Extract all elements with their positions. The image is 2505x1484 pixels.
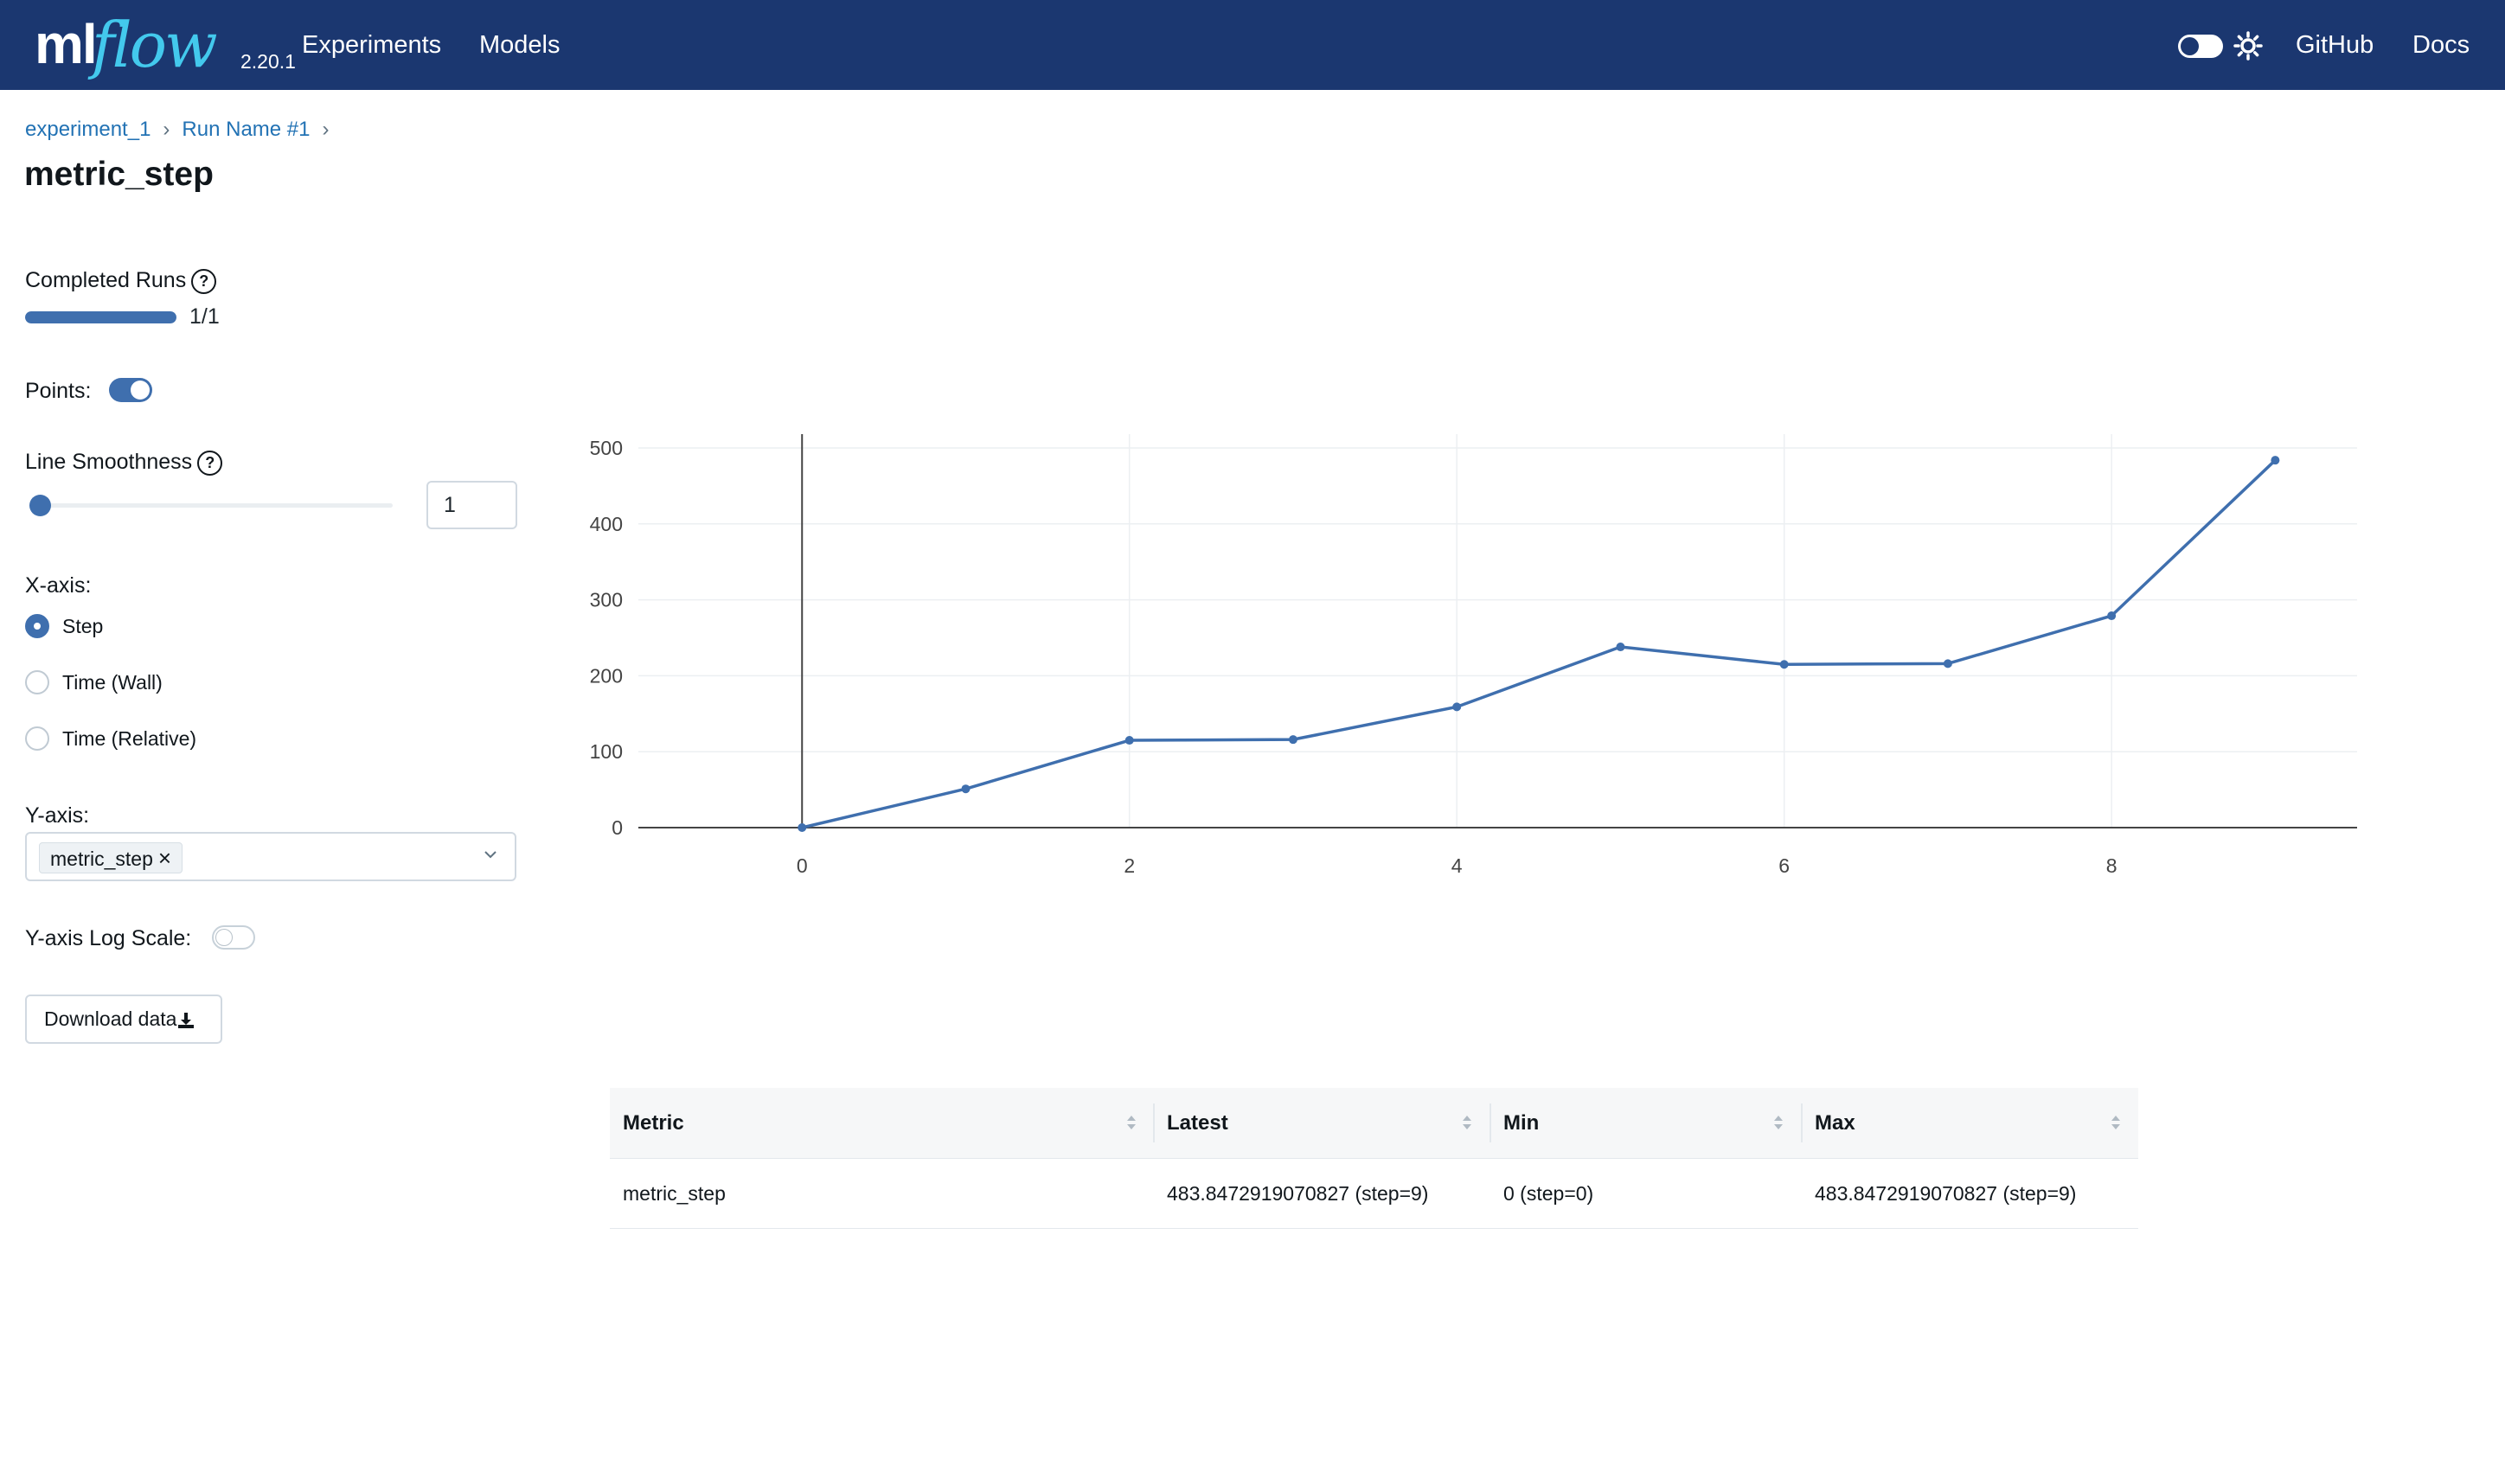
smoothness-slider-handle[interactable] [29, 495, 51, 516]
download-icon [178, 1012, 195, 1028]
ylog-toggle[interactable] [212, 925, 255, 950]
y-tick-label: 200 [590, 664, 623, 687]
toggle-knob [2181, 37, 2199, 55]
yaxis-label: Y-axis: [25, 803, 90, 828]
sort-icon[interactable] [1771, 1110, 1785, 1135]
breadcrumb-run[interactable]: Run Name #1 [182, 118, 311, 141]
top-navigation-bar: ml flow 2.20.1 Experiments Models GitHub… [0, 0, 2505, 90]
breadcrumb-experiment[interactable]: experiment_1 [25, 118, 151, 141]
breadcrumb: experiment_1 › Run Name #1 › [25, 118, 342, 142]
toggle-knob [215, 929, 233, 946]
table-row: metric_step 483.8472919070827 (step=9) 0… [610, 1159, 2138, 1229]
x-tick-label: 6 [1778, 854, 1790, 877]
y-tick-label: 500 [590, 437, 623, 459]
smoothness-slider-track[interactable] [40, 503, 393, 508]
data-point [961, 784, 971, 794]
data-point [1452, 702, 1462, 712]
completed-runs-label: Completed Runs [25, 268, 187, 292]
col-latest[interactable]: Latest [1167, 1111, 1228, 1135]
completed-runs-label-wrap: Completed Runs? [25, 268, 217, 294]
data-point [1288, 735, 1297, 745]
y-tick-label: 100 [590, 740, 623, 763]
remove-tag-icon[interactable]: × [157, 845, 172, 871]
points-toggle[interactable] [109, 378, 152, 402]
nav-models[interactable]: Models [479, 31, 561, 59]
logo-flow-text: flow [92, 9, 218, 81]
y-tick-label: 300 [590, 589, 623, 611]
line-smoothness-label: Line Smoothness [25, 450, 193, 474]
sort-icon[interactable] [1460, 1110, 1474, 1135]
col-max[interactable]: Max [1815, 1111, 1855, 1135]
col-min[interactable]: Min [1503, 1111, 1540, 1135]
yaxis-tag-label: metric_step [50, 848, 153, 870]
radio-time-relative[interactable] [25, 726, 49, 751]
data-point [2107, 611, 2117, 621]
logo-ml-text: ml [35, 13, 98, 75]
progress-fill [25, 311, 176, 323]
cell-min: 0 (step=0) [1503, 1182, 1594, 1205]
cell-metric: metric_step [623, 1182, 726, 1205]
data-point [1124, 736, 1134, 745]
data-point [1616, 643, 1625, 652]
nav-docs[interactable]: Docs [2412, 31, 2470, 59]
x-tick-label: 8 [2106, 854, 2117, 877]
radio-time-relative-label[interactable]: Time (Relative) [62, 727, 197, 750]
column-divider [1801, 1103, 1803, 1142]
data-point [798, 823, 807, 832]
radio-step-label[interactable]: Step [62, 615, 104, 637]
ylog-label: Y-axis Log Scale: [25, 926, 192, 950]
nav-experiments[interactable]: Experiments [302, 31, 442, 59]
data-point [1779, 660, 1789, 669]
cell-latest: 483.8472919070827 (step=9) [1167, 1182, 1429, 1205]
table-header: Metric Latest Min Max [610, 1088, 2138, 1159]
breadcrumb-separator: › [322, 118, 330, 141]
radio-step[interactable] [25, 614, 49, 638]
y-tick-label: 400 [590, 513, 623, 535]
completed-runs-value: 1/1 [189, 304, 220, 329]
y-tick-label: 0 [612, 816, 623, 839]
series-line [801, 458, 2277, 829]
data-point [1943, 659, 1952, 668]
line-smoothness-label-wrap: Line Smoothness? [25, 450, 223, 476]
completed-runs-progress [25, 311, 176, 323]
yaxis-select[interactable]: metric_step × [25, 832, 516, 881]
x-tick-label: 2 [1124, 854, 1135, 877]
version-label: 2.20.1 [240, 50, 296, 73]
download-label: Download data [44, 1007, 177, 1030]
download-data-button[interactable]: Download data [25, 995, 222, 1044]
x-tick-label: 4 [1451, 854, 1463, 877]
metric-line-chart[interactable]: 0 100 200 300 400 500 0 2 4 6 8 [588, 424, 2387, 891]
yaxis-tag: metric_step × [39, 842, 183, 873]
sort-icon[interactable] [1124, 1110, 1138, 1135]
help-icon[interactable]: ? [197, 450, 223, 476]
sort-icon[interactable] [2109, 1110, 2123, 1135]
page-title: metric_step [24, 156, 214, 193]
chevron-down-icon [484, 851, 497, 859]
points-label: Points: [25, 379, 92, 403]
metrics-table: Metric Latest Min Max metric_step 483.84… [610, 1088, 2138, 1229]
toggle-knob [131, 381, 150, 400]
nav-github[interactable]: GitHub [2296, 31, 2374, 59]
col-metric[interactable]: Metric [623, 1111, 684, 1135]
data-point [2271, 456, 2280, 465]
column-divider [1153, 1103, 1155, 1142]
smoothness-input[interactable]: 1 [426, 481, 517, 529]
dark-mode-toggle[interactable] [2178, 35, 2223, 58]
sun-icon [2233, 31, 2263, 61]
column-divider [1490, 1103, 1491, 1142]
help-icon[interactable]: ? [191, 268, 217, 294]
radio-time-wall[interactable] [25, 670, 49, 694]
x-tick-label: 0 [797, 854, 808, 877]
radio-time-wall-label[interactable]: Time (Wall) [62, 671, 163, 694]
breadcrumb-separator: › [163, 118, 170, 141]
cell-max: 483.8472919070827 (step=9) [1815, 1182, 2077, 1205]
xaxis-label: X-axis: [25, 573, 92, 598]
